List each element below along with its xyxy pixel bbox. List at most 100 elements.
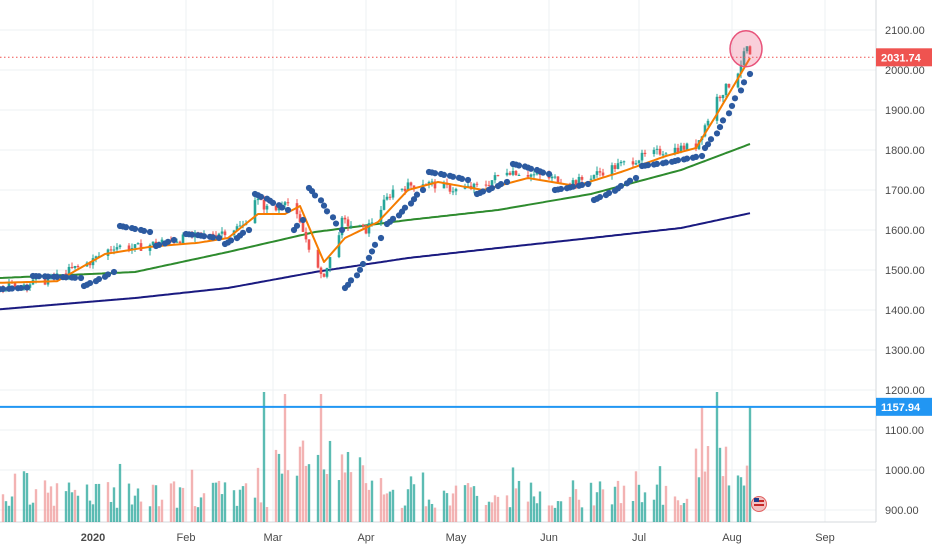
volume-bar <box>679 505 683 522</box>
candle-body <box>535 172 539 175</box>
sar-dot <box>239 229 247 236</box>
sar-dot <box>557 185 565 193</box>
candle-body <box>556 176 560 184</box>
volume-bar <box>490 502 494 522</box>
volume-bar <box>70 492 74 522</box>
volume-bar <box>49 486 53 522</box>
candle-body <box>715 96 719 121</box>
candle-body <box>511 170 515 175</box>
volume-bar <box>232 490 236 522</box>
sar-dot <box>245 226 253 234</box>
highlight-ellipse[interactable] <box>729 30 763 68</box>
sar-dot <box>479 188 487 195</box>
candle-body <box>178 241 182 244</box>
volume-bar <box>472 486 476 522</box>
volume-bar <box>454 485 458 522</box>
candle-body <box>571 180 575 185</box>
volume-bar <box>127 483 131 522</box>
candle-body <box>748 46 752 55</box>
x-tick-label: Jul <box>632 532 646 544</box>
volume-bar <box>115 507 119 522</box>
volume-bar <box>616 480 620 522</box>
sar-dot <box>626 177 634 184</box>
volume-bar <box>22 471 26 522</box>
candle-body <box>676 147 680 153</box>
volume-bar <box>316 454 320 522</box>
candle-body <box>319 267 323 274</box>
candle-body <box>613 165 617 169</box>
candle-body <box>529 174 533 177</box>
volume-bar <box>55 483 59 522</box>
candle-body <box>340 217 344 236</box>
volume-bar <box>442 490 446 522</box>
moving-average-long-line <box>0 212 751 311</box>
volume-bar <box>556 501 560 522</box>
candle-body <box>274 205 278 211</box>
sar-dot <box>407 200 415 207</box>
volume-bar <box>172 481 176 522</box>
candle-body <box>151 241 155 245</box>
candle-body <box>256 198 260 201</box>
volume-bar <box>190 469 194 522</box>
sar-dot <box>401 204 409 211</box>
sar-dot <box>464 176 472 184</box>
sar-dot <box>200 233 208 240</box>
candle-body <box>745 46 749 52</box>
candle-body <box>67 266 71 276</box>
candle-body <box>133 244 137 248</box>
volume-bar <box>196 507 200 522</box>
volume-bar <box>133 495 137 522</box>
sar-dot <box>377 234 385 242</box>
sar-dot <box>332 220 340 227</box>
sar-dot <box>209 234 217 241</box>
candle-body <box>595 171 599 175</box>
volume-bar <box>322 469 326 522</box>
sar-dot <box>731 95 739 102</box>
candle-body <box>661 154 665 156</box>
volume-bar <box>529 482 533 522</box>
volume-bar <box>703 471 707 522</box>
volume-bar <box>550 505 554 522</box>
candle-body <box>127 245 131 251</box>
candle-body <box>379 209 383 223</box>
x-tick-label: Mar <box>264 532 283 544</box>
candle-body <box>577 176 581 186</box>
candle-body <box>265 205 269 210</box>
volume-bar <box>496 496 500 522</box>
volume-bar <box>46 492 50 522</box>
sar-dot <box>578 181 586 189</box>
sar-dot <box>338 226 346 234</box>
candle-body <box>160 239 164 243</box>
candle-body <box>367 223 371 234</box>
volume-bar <box>598 481 602 522</box>
candle-body <box>13 282 17 288</box>
volume-bar <box>238 489 242 522</box>
volume-bar <box>85 484 89 522</box>
candle-body <box>28 284 32 288</box>
volume-bar <box>244 483 248 522</box>
volume-bar <box>34 489 38 522</box>
volume-bar <box>301 440 305 522</box>
candle-body <box>592 174 596 179</box>
candle-body <box>115 247 119 250</box>
volume-bar <box>277 453 281 522</box>
sar-dot <box>95 275 103 283</box>
candle-body <box>364 225 368 234</box>
sar-dot <box>329 214 337 221</box>
volume-bar <box>112 487 116 522</box>
sar-dot <box>419 186 427 194</box>
sar-dot <box>497 181 505 188</box>
sar-dot <box>17 284 25 292</box>
volume-bar <box>175 507 179 522</box>
volume-bar <box>223 482 227 522</box>
candle-body <box>598 171 602 173</box>
candle-body <box>109 249 113 251</box>
candle-body <box>739 64 743 74</box>
candle-body <box>307 239 311 250</box>
volume-bar <box>199 497 203 522</box>
volume-bar <box>253 497 257 522</box>
candle-body <box>139 243 143 251</box>
candle-body <box>493 175 497 181</box>
